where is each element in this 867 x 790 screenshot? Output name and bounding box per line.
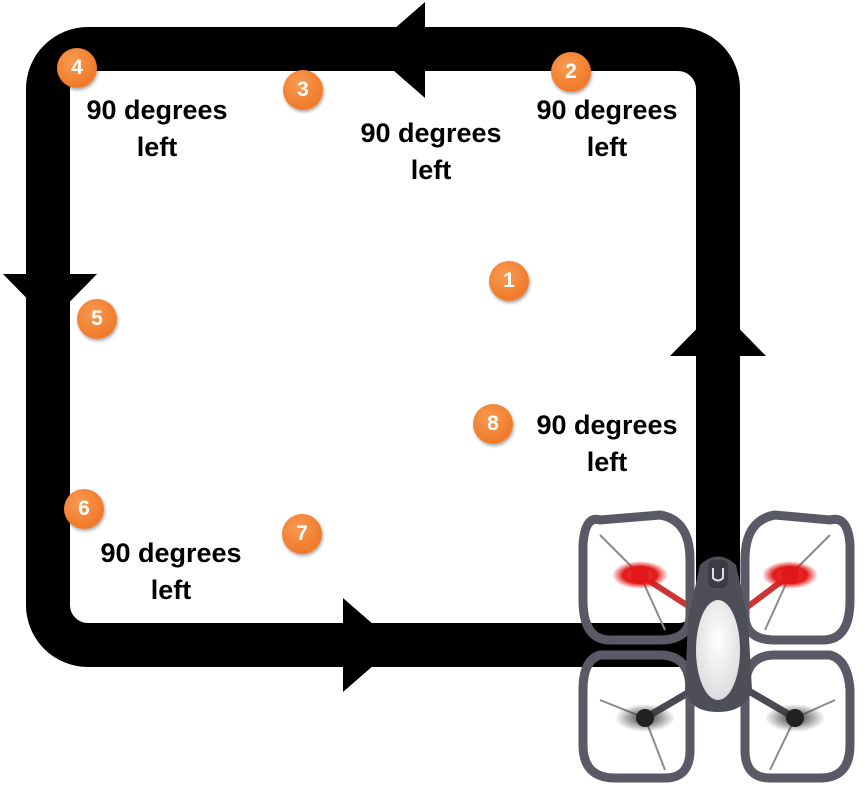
turn-label-top-right: 90 degrees left: [522, 92, 692, 166]
step-badge-4: 4: [57, 48, 97, 88]
step-badge-3: 3: [283, 70, 323, 110]
step-badge-7: 7: [282, 514, 322, 554]
turn-label-line2: left: [150, 575, 192, 605]
arrow-down-icon: [3, 274, 97, 322]
step-badge-6: 6: [64, 489, 104, 529]
turn-label-top-middle: 90 degrees left: [346, 115, 516, 189]
turn-label-line2: left: [136, 132, 178, 162]
step-badge-2: 2: [551, 52, 591, 92]
turn-label-bottom-right: 90 degrees left: [522, 407, 692, 481]
turn-label-bottom-left: 90 degrees left: [86, 535, 256, 609]
turn-label-line1: 90 degrees: [360, 118, 502, 148]
arrow-up-icon: [670, 307, 766, 356]
turn-label-line2: left: [586, 447, 628, 477]
turn-label-top-left: 90 degrees left: [72, 92, 242, 166]
turn-label-line1: 90 degrees: [100, 538, 242, 568]
turn-label-line2: left: [410, 155, 452, 185]
step-badge-8: 8: [473, 404, 513, 444]
step-badge-1: 1: [489, 261, 529, 301]
drone-icon: [578, 510, 855, 783]
arrow-left-icon: [370, 2, 425, 98]
turn-label-line1: 90 degrees: [86, 95, 228, 125]
turn-label-line1: 90 degrees: [536, 95, 678, 125]
turn-label-line2: left: [586, 132, 628, 162]
step-badge-5: 5: [77, 299, 117, 339]
turn-label-line1: 90 degrees: [536, 410, 678, 440]
arrow-right-icon: [343, 598, 397, 692]
